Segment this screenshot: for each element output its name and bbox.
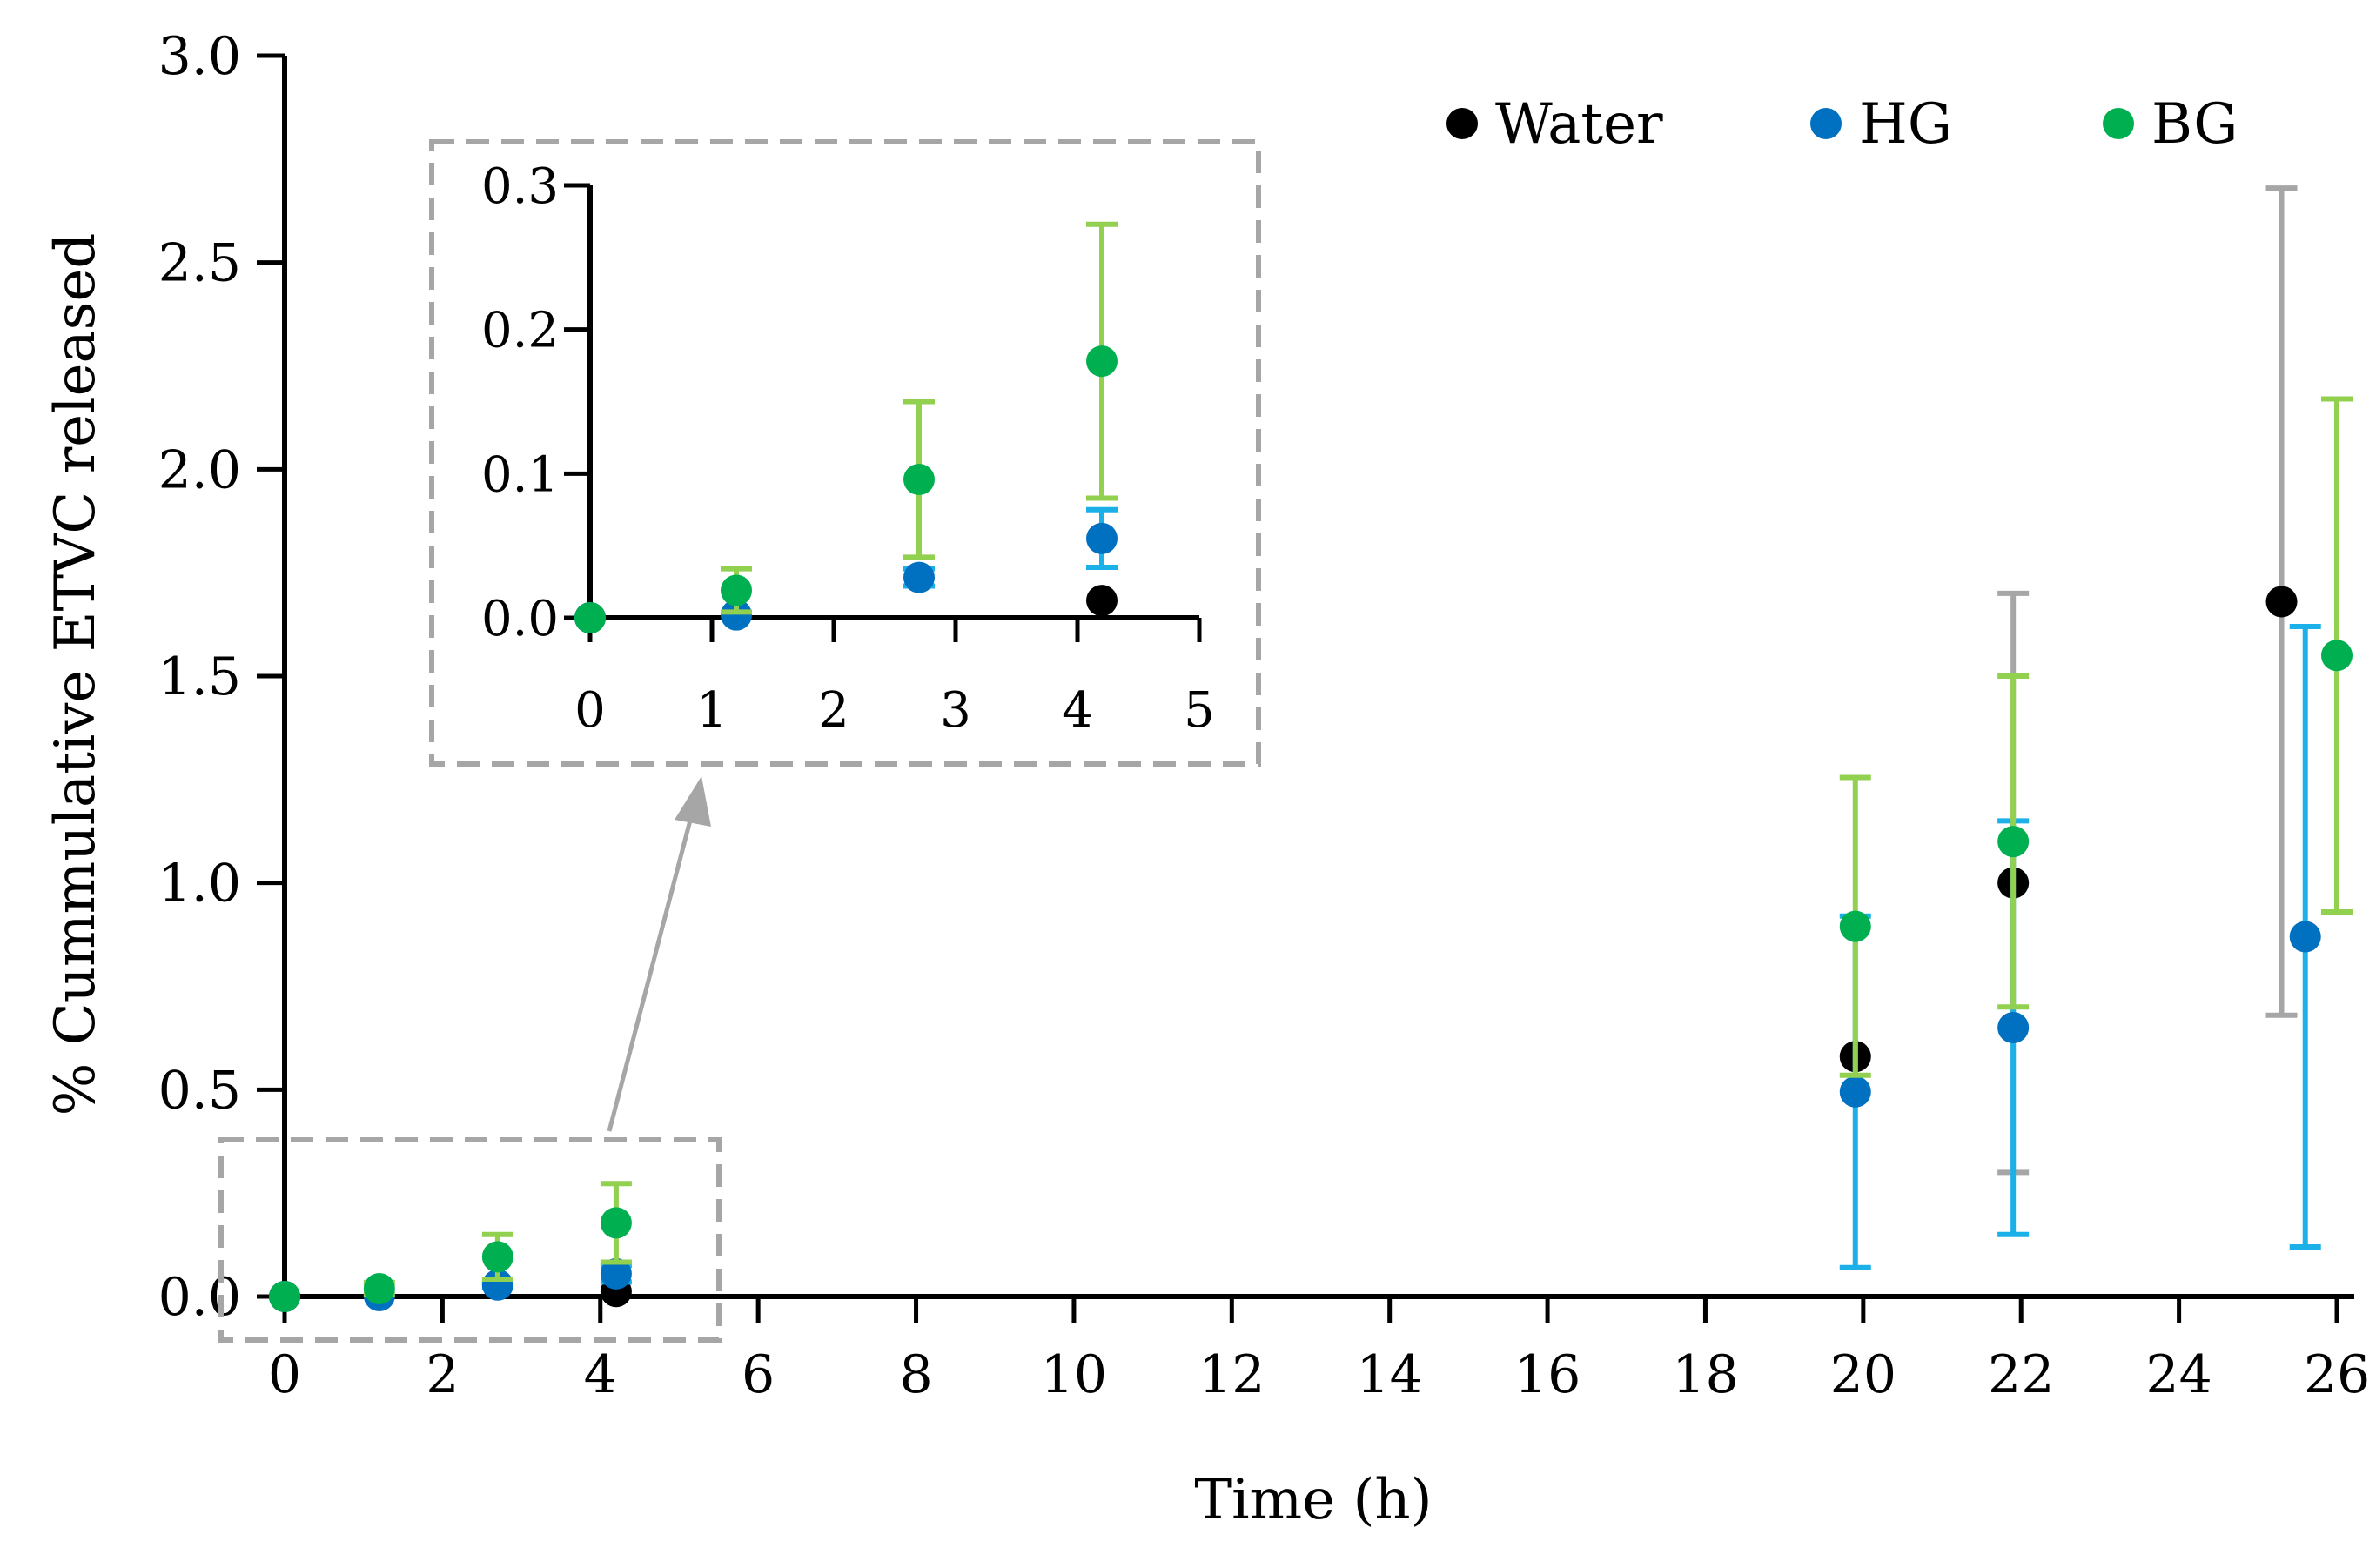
x-tick-label: 6 [742,1344,775,1405]
legend-label: HG [1859,92,1952,157]
data-point [363,1272,395,1304]
x-tick-label: 24 [2145,1344,2212,1405]
data-point [600,1207,632,1239]
y-tick-label: 1.5 [158,647,241,707]
data-point [1839,910,1871,942]
inset-y-tick-label: 0.2 [481,303,559,359]
x-tick-label: 0 [268,1344,301,1405]
data-point [1086,585,1118,617]
x-tick-label: 4 [584,1344,617,1405]
y-tick-label: 0.0 [158,1267,241,1328]
data-point [1086,522,1118,554]
x-tick-label: 8 [899,1344,932,1405]
x-axis-title: Time (h) [1194,1468,1432,1532]
zoom-region-box [218,1137,722,1343]
inset-x-tick-label: 5 [1184,682,1215,739]
inset-y-tick-label: 0.1 [481,446,559,503]
inset-y-tick-label: 0.0 [481,591,559,647]
data-point [1997,826,2030,858]
legend-item-bg: BG [2103,92,2238,157]
inset-x-tick-label: 0 [574,682,606,739]
data-point [1839,1075,1871,1108]
x-tick-label: 14 [1357,1344,1423,1405]
legend-label: BG [2151,92,2238,157]
y-tick-label: 0.5 [158,1060,241,1121]
x-tick-label: 26 [2304,1344,2370,1405]
y-tick-label: 3.0 [158,26,241,87]
legend-label: Water [1495,92,1663,157]
data-point [269,1281,300,1312]
x-tick-label: 18 [1672,1344,1738,1405]
y-axis-title: % Cummulative ETVC released [44,233,108,1116]
x-tick-label: 2 [426,1344,459,1405]
inset-y-tick-label: 0.3 [481,158,559,215]
data-point [721,574,752,606]
legend-item-hg: HG [1810,92,1952,157]
inset-frame [429,139,1261,767]
x-tick-label: 22 [1988,1344,2054,1405]
inset-x-tick-label: 3 [940,682,971,739]
y-tick-label: 2.5 [158,233,241,294]
data-point [481,1241,513,1273]
zoom-arrow-line [607,813,695,1132]
zoom-arrow-head [675,776,711,827]
inset-x-tick-label: 2 [818,682,849,739]
y-tick-label: 2.0 [158,439,241,500]
data-point [721,599,752,631]
series-bg [269,396,2353,1312]
x-tick-label: 16 [1514,1344,1581,1405]
data-point [903,561,935,593]
legend-item-water: Water [1446,92,1663,157]
legend: Water HG BG [1446,92,2238,157]
x-tick-label: 12 [1198,1344,1265,1405]
legend-marker [2103,108,2134,139]
data-point [2321,640,2353,672]
data-point [2289,921,2321,953]
inset-x-tick-label: 4 [1062,682,1093,739]
legend-marker [1810,108,1842,139]
data-point [1997,1012,2030,1044]
data-point [903,463,935,495]
data-point [2265,586,2298,618]
inset-plot: 0 1 2 3 4 5 0.0 0.1 0.2 0.3 [429,139,1261,767]
series-bg [574,221,1118,633]
y-tick-label: 1.0 [158,854,241,915]
x-tick-label: 10 [1041,1344,1107,1405]
data-point [574,602,606,633]
data-point [600,1257,632,1290]
data-point [1086,345,1118,378]
main-plot: 0 2 4 6 8 10 12 14 16 18 20 22 24 260.00.51.01.52.02.… [158,26,2371,1405]
x-tick-label: 20 [1830,1344,1896,1405]
inset-x-tick-label: 1 [696,682,728,739]
legend-marker [1446,108,1478,139]
zoom-callout [218,776,722,1343]
